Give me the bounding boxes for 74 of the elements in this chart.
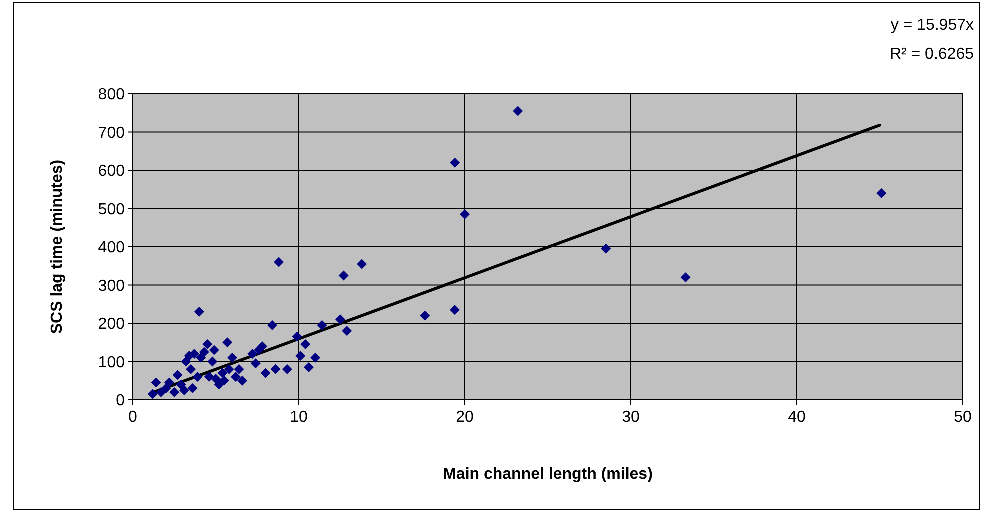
y-axis-title: SCS lag time (minutes) bbox=[49, 160, 66, 334]
point bbox=[876, 188, 887, 198]
y-tick-label: 300 bbox=[98, 278, 126, 295]
point bbox=[234, 364, 244, 374]
point bbox=[460, 209, 470, 220]
point bbox=[450, 158, 460, 168]
y-tick-label: 200 bbox=[98, 316, 126, 334]
point bbox=[172, 370, 183, 380]
y-tick-label: 400 bbox=[98, 240, 126, 257]
y-tick-label: 600 bbox=[98, 163, 126, 180]
point bbox=[250, 358, 261, 369]
point bbox=[164, 378, 175, 388]
point bbox=[304, 362, 314, 372]
y-tick-label: 700 bbox=[98, 124, 126, 142]
point bbox=[224, 364, 234, 374]
point bbox=[450, 305, 460, 316]
point bbox=[310, 352, 321, 363]
point bbox=[680, 272, 691, 283]
point bbox=[156, 387, 166, 398]
point bbox=[357, 259, 368, 270]
point bbox=[186, 364, 196, 374]
y-tick-label: 100 bbox=[98, 354, 126, 372]
point bbox=[219, 376, 230, 386]
x-tick-label: 20 bbox=[456, 409, 474, 426]
point bbox=[238, 376, 248, 386]
point bbox=[181, 356, 192, 367]
point bbox=[211, 374, 221, 384]
point bbox=[192, 372, 203, 382]
point bbox=[601, 244, 612, 254]
point bbox=[188, 384, 198, 394]
point bbox=[420, 310, 430, 321]
point bbox=[222, 338, 233, 348]
point bbox=[338, 270, 349, 281]
point bbox=[208, 356, 218, 367]
point bbox=[228, 352, 238, 363]
point bbox=[257, 341, 268, 352]
point bbox=[248, 349, 258, 360]
point bbox=[196, 352, 206, 363]
point bbox=[218, 368, 228, 378]
point bbox=[161, 384, 172, 394]
y-tick-label: 800 bbox=[98, 86, 126, 104]
y-tick-label: 500 bbox=[98, 201, 126, 218]
point bbox=[199, 347, 210, 358]
point bbox=[151, 378, 162, 388]
text: R² = 0.6265 bbox=[890, 46, 974, 63]
point bbox=[209, 345, 220, 356]
x-tick-label: 30 bbox=[622, 409, 640, 426]
point bbox=[260, 368, 271, 378]
point bbox=[267, 320, 278, 330]
point bbox=[170, 387, 180, 398]
point bbox=[270, 364, 281, 374]
point bbox=[148, 389, 158, 400]
point bbox=[513, 106, 524, 116]
point bbox=[179, 385, 190, 396]
point bbox=[274, 257, 284, 268]
point bbox=[317, 320, 328, 330]
x-tick-label: 50 bbox=[954, 409, 972, 426]
x-tick-label: 10 bbox=[290, 409, 308, 426]
x-axis-title: Main channel length (miles) bbox=[443, 466, 653, 483]
point bbox=[230, 372, 241, 382]
point bbox=[296, 351, 306, 362]
text: y = 15.957x bbox=[890, 17, 974, 34]
point bbox=[282, 364, 292, 374]
point bbox=[292, 332, 302, 342]
x-tick-label: 0 bbox=[128, 409, 138, 426]
point bbox=[202, 340, 213, 350]
point bbox=[204, 372, 214, 382]
y-tick-label: 0 bbox=[116, 392, 126, 410]
point bbox=[300, 340, 311, 350]
point bbox=[342, 326, 352, 336]
point bbox=[194, 307, 204, 318]
point bbox=[176, 380, 186, 390]
x-tick-label: 40 bbox=[788, 409, 806, 426]
point bbox=[336, 314, 346, 325]
